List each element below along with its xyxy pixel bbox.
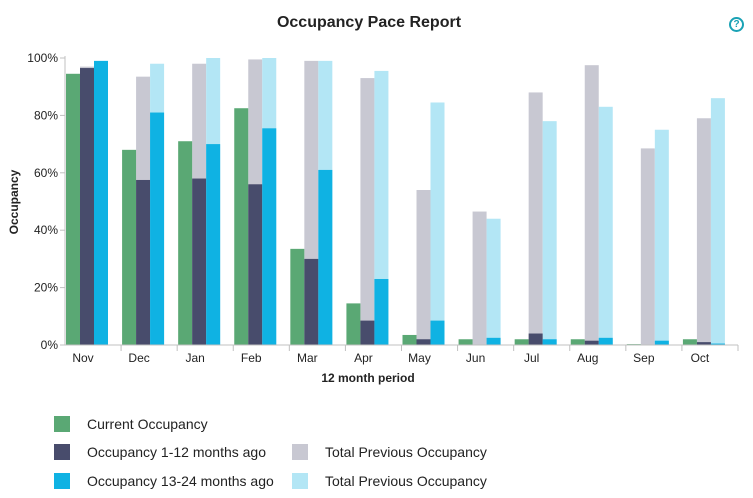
legend-swatch-prev12 [54, 444, 70, 460]
occupancy-chart: 0% 20% 40% 60% 80% 100% Nov Dec Jan Feb Mar Apr May J… [7, 51, 739, 385]
bar-occupancy-13-24 [598, 337, 613, 345]
bar-current [514, 339, 529, 345]
bar-occupancy-1-12 [696, 342, 711, 345]
bar-current [402, 334, 417, 345]
bar-current [458, 339, 473, 345]
x-tick-label: Mar [297, 351, 318, 365]
bar-total-previous-24 [430, 102, 445, 345]
x-tick-label: Dec [128, 351, 149, 365]
y-tick-label: 20% [34, 281, 58, 295]
x-tick-label: Jul [524, 351, 539, 365]
x-tick-label: Jun [466, 351, 485, 365]
bar-occupancy-1-12 [304, 258, 319, 345]
y-tick-label: 0% [41, 338, 59, 352]
x-tick-label: Feb [241, 351, 262, 365]
y-axis-title: Occupancy [7, 169, 21, 234]
bar-occupancy-1-12 [416, 339, 431, 345]
y-tick-label: 40% [34, 223, 58, 237]
help-icon[interactable]: ? [729, 17, 744, 32]
bar-occupancy-1-12 [528, 333, 543, 345]
bar-occupancy-13-24 [654, 340, 669, 345]
x-tick-label: Sep [633, 351, 655, 365]
bar-occupancy-13-24 [430, 320, 445, 345]
x-tick-label: Apr [354, 351, 373, 365]
bar-total-previous-24 [710, 98, 725, 346]
bar-occupancy-1-12 [136, 179, 151, 345]
bar-occupancy-13-24 [94, 60, 108, 346]
y-tick-label: 100% [27, 51, 58, 65]
bar-current [290, 248, 305, 345]
bar-current [66, 73, 80, 345]
bar-current [234, 108, 249, 345]
bar-current [682, 339, 697, 345]
x-axis-title: 12 month period [321, 371, 414, 385]
bar-total-previous-12 [472, 211, 487, 345]
bar-total-previous-24 [374, 70, 389, 345]
legend-swatch-total24 [292, 473, 308, 489]
bar-occupancy-13-24 [318, 169, 333, 345]
bar-occupancy-13-24 [542, 339, 557, 345]
bar-total-previous-12 [528, 92, 543, 345]
legend-label-prev12: Occupancy 1-12 months ago [87, 444, 266, 460]
bar-occupancy-1-12 [80, 68, 94, 346]
x-tick-label: Jan [185, 351, 204, 365]
y-tick-label: 60% [34, 166, 58, 180]
legend-swatch-total12 [292, 444, 308, 460]
bar-total-previous-12 [584, 65, 599, 346]
x-tick-label: May [408, 351, 431, 365]
page-title: Occupancy Pace Report [276, 14, 462, 31]
x-tick-label: Oct [691, 351, 710, 365]
bar-current [570, 339, 585, 345]
bar-total-previous-12 [696, 118, 711, 346]
legend-swatch-current [54, 416, 70, 432]
bar-occupancy-13-24 [150, 112, 165, 345]
bar-occupancy-13-24 [206, 144, 221, 345]
y-tick-label: 80% [34, 108, 58, 122]
bar-total-previous-24 [486, 218, 501, 345]
bar-total-previous-12 [416, 190, 431, 345]
legend-label-total24: Total Previous Occupancy [325, 473, 487, 489]
bar-total-previous-24 [542, 121, 557, 345]
bar-current [178, 141, 193, 345]
bar-occupancy-1-12 [360, 320, 375, 345]
bar-occupancy-13-24 [710, 343, 725, 345]
bar-occupancy-1-12 [584, 340, 599, 345]
bar-occupancy-13-24 [486, 337, 501, 345]
bar-occupancy-1-12 [192, 178, 207, 345]
bar-current [346, 303, 361, 345]
bar-occupancy-1-12 [248, 184, 263, 345]
bar-occupancy-13-24 [374, 278, 389, 345]
bar-current [122, 149, 137, 345]
legend-swatch-prev24 [54, 473, 70, 489]
bar-occupancy-13-24 [262, 128, 277, 345]
bar-total-previous-24 [654, 129, 669, 345]
legend-label-prev24: Occupancy 13-24 months ago [87, 473, 274, 489]
x-tick-label: Aug [577, 351, 598, 365]
legend-label-current: Current Occupancy [87, 416, 208, 432]
x-tick-label: Nov [72, 351, 93, 365]
legend-label-total12: Total Previous Occupancy [325, 444, 487, 460]
bar-total-previous-24 [598, 106, 613, 345]
bar-total-previous-12 [360, 78, 375, 345]
bar-total-previous-12 [640, 148, 655, 345]
